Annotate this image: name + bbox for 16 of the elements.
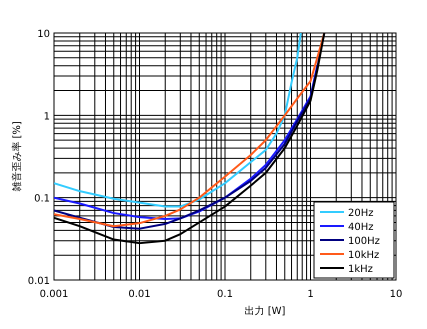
y-tick-label: 1 xyxy=(44,111,50,122)
x-axis-title: 出力 [W] xyxy=(244,305,286,317)
legend-label: 20Hz xyxy=(348,208,374,219)
y-tick-label: 0.1 xyxy=(34,194,50,205)
x-tick-label: 0.001 xyxy=(40,289,68,300)
legend-label: 40Hz xyxy=(348,222,374,233)
x-tick-label: 0.1 xyxy=(217,289,233,300)
y-axis-title: 雑音歪み率 [%] xyxy=(11,121,23,192)
x-tick-label: 0.01 xyxy=(128,289,151,300)
x-tick-label: 1 xyxy=(307,289,314,300)
x-tick-label: 10 xyxy=(390,289,402,300)
legend-label: 10kHz xyxy=(348,250,380,261)
legend-label: 100Hz xyxy=(348,236,380,247)
legend-label: 1kHz xyxy=(348,264,373,275)
y-tick-label: 10 xyxy=(37,29,50,40)
y-tick-label: 0.01 xyxy=(28,276,50,287)
